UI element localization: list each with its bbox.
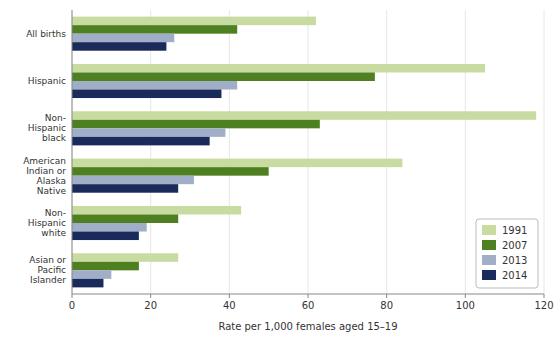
bar bbox=[72, 34, 174, 43]
category-label-line: Alaska bbox=[37, 176, 66, 186]
bar bbox=[72, 206, 241, 215]
category-label: All births bbox=[26, 29, 66, 39]
legend-swatch bbox=[482, 240, 496, 250]
category-label-line: Indian or bbox=[26, 166, 66, 176]
category-label: Non-Hispanicblack bbox=[28, 113, 67, 143]
category-label-line: Pacific bbox=[37, 265, 66, 275]
x-axis-title: Rate per 1,000 females aged 15–19 bbox=[218, 321, 397, 332]
bar bbox=[72, 232, 139, 241]
bar bbox=[72, 64, 485, 73]
tick-mark bbox=[465, 294, 466, 298]
tick-label: 80 bbox=[380, 300, 393, 311]
category-label-line: Islander bbox=[30, 275, 66, 285]
category-label-line: Hispanic bbox=[28, 76, 66, 86]
legend-label: 2014 bbox=[502, 270, 527, 281]
category-label-line: white bbox=[41, 228, 66, 238]
grid-line bbox=[72, 10, 73, 294]
tick-label: 20 bbox=[144, 300, 157, 311]
tick-mark bbox=[72, 294, 73, 298]
legend-swatch bbox=[482, 255, 496, 265]
bar bbox=[72, 214, 178, 223]
grid bbox=[72, 10, 544, 298]
bar bbox=[72, 25, 237, 34]
category-label-line: Non- bbox=[45, 113, 66, 123]
bar bbox=[72, 17, 316, 26]
grid-line bbox=[465, 10, 466, 294]
tick-label: 40 bbox=[223, 300, 236, 311]
bar bbox=[72, 176, 194, 185]
y-axis-line bbox=[72, 10, 73, 294]
grid-line bbox=[386, 10, 387, 294]
bar bbox=[72, 262, 139, 271]
bars bbox=[72, 17, 536, 288]
bar bbox=[72, 137, 210, 146]
legend-swatch bbox=[482, 270, 496, 280]
chart-container: 020406080100120All birthsHispanicNon-His… bbox=[0, 0, 560, 338]
legend-swatch bbox=[482, 225, 496, 235]
category-label-line: Asian or bbox=[29, 255, 66, 265]
category-label-line: All births bbox=[26, 29, 66, 39]
tick-mark bbox=[544, 294, 545, 298]
bar bbox=[72, 120, 320, 129]
bar bbox=[72, 270, 111, 279]
bar bbox=[72, 253, 178, 262]
tick-label: 100 bbox=[456, 300, 475, 311]
tick-mark bbox=[229, 294, 230, 298]
tick-label: 60 bbox=[302, 300, 315, 311]
legend-label: 1991 bbox=[502, 225, 527, 236]
category-label: Hispanic bbox=[28, 76, 66, 86]
category-label-line: Non- bbox=[45, 208, 66, 218]
bar bbox=[72, 72, 375, 81]
category-label-line: Native bbox=[37, 186, 67, 196]
legend-box bbox=[476, 219, 538, 288]
category-label-line: Hispanic bbox=[28, 218, 66, 228]
bar bbox=[72, 111, 536, 120]
grid-line bbox=[150, 10, 151, 294]
tick-mark bbox=[386, 294, 387, 298]
bar bbox=[72, 90, 221, 99]
grid-line bbox=[229, 10, 230, 294]
tick-label: 0 bbox=[69, 300, 75, 311]
bar bbox=[72, 42, 166, 51]
category-label: Asian orPacificIslander bbox=[29, 255, 66, 285]
bar bbox=[72, 81, 237, 90]
tick-mark bbox=[150, 294, 151, 298]
chart-svg: 020406080100120All birthsHispanicNon-His… bbox=[0, 0, 560, 338]
x-axis-line bbox=[72, 294, 544, 295]
bar bbox=[72, 279, 103, 288]
legend-label: 2007 bbox=[502, 240, 527, 251]
bar bbox=[72, 128, 225, 137]
bar bbox=[72, 167, 269, 176]
category-label: Non-Hispanicwhite bbox=[28, 208, 67, 238]
tick-label: 120 bbox=[534, 300, 553, 311]
bar bbox=[72, 223, 147, 232]
category-label: AmericanIndian orAlaskaNative bbox=[23, 156, 66, 196]
tick-mark bbox=[308, 294, 309, 298]
grid-line bbox=[308, 10, 309, 294]
category-label-line: American bbox=[23, 156, 66, 166]
bar bbox=[72, 184, 178, 193]
legend: 1991 2007 2013 2014 bbox=[476, 219, 538, 288]
category-label-line: black bbox=[42, 133, 67, 143]
category-label-line: Hispanic bbox=[28, 123, 66, 133]
legend-label: 2013 bbox=[502, 255, 527, 266]
bar bbox=[72, 159, 402, 168]
grid-line bbox=[544, 10, 545, 294]
